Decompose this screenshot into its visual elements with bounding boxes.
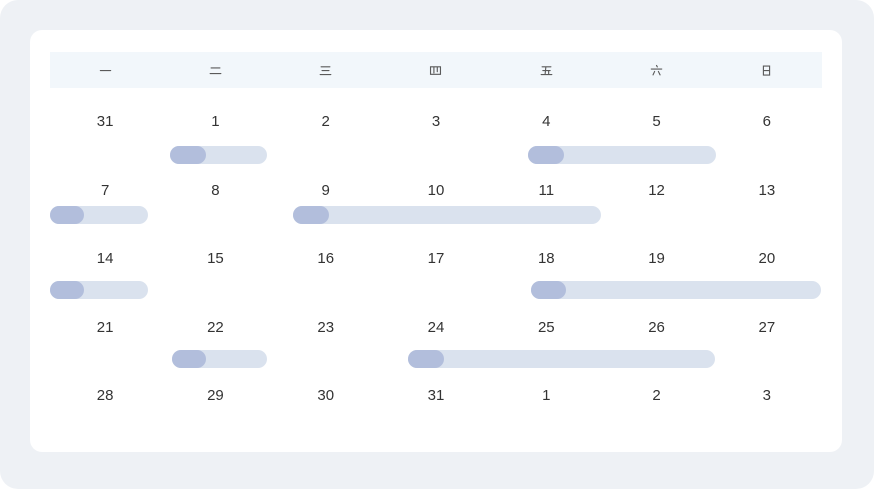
day-cell[interactable]: 31	[427, 387, 445, 404]
event-bar[interactable]	[50, 281, 148, 299]
day-cell[interactable]: 1	[542, 387, 551, 404]
weekday-mon	[50, 52, 160, 88]
day-cell[interactable]: 28	[96, 387, 114, 404]
event-bar[interactable]	[293, 206, 601, 224]
day-cell[interactable]: 23	[317, 318, 335, 336]
event-bar-head	[172, 350, 206, 368]
weekday-header-row	[50, 52, 822, 88]
weekday-sun-glyph-icon	[763, 64, 771, 76]
event-bar[interactable]	[528, 146, 716, 164]
day-cell[interactable]: 22	[207, 318, 224, 336]
day-cell[interactable]: 2	[652, 387, 661, 404]
event-bar[interactable]	[531, 281, 821, 299]
event-bar-head	[408, 350, 444, 368]
day-cell[interactable]: 30	[317, 387, 335, 404]
weekday-sat-glyph-icon	[650, 64, 663, 75]
day-cell[interactable]: 27	[758, 318, 776, 336]
day-cell[interactable]: 6	[762, 113, 772, 130]
day-cell[interactable]: 13	[758, 181, 776, 199]
weekday-thu-glyph-icon	[430, 65, 442, 75]
weekday-tue-glyph-icon	[209, 66, 222, 74]
day-cell[interactable]: 7	[100, 181, 110, 199]
event-bar-head	[50, 281, 84, 299]
day-cell[interactable]: 21	[96, 318, 114, 336]
day-cell[interactable]: 4	[542, 113, 551, 130]
day-cell[interactable]: 3	[431, 113, 441, 130]
day-cell[interactable]: 18	[537, 250, 555, 267]
event-bar[interactable]	[50, 206, 148, 224]
day-cell[interactable]: 1	[211, 113, 220, 130]
day-cell[interactable]: 20	[758, 250, 776, 267]
day-cell[interactable]: 31	[96, 113, 114, 130]
day-cell[interactable]: 3	[762, 387, 772, 404]
calendar-grid: 31 1 2 3 4 5 6 7 8 9 10 11 12 13 14 15 16 17 18 19 20 21 22 23 2…	[50, 95, 822, 438]
calendar-card: 31 1 2 3 4 5 6 7 8 9 10 11 12 13 14 15 16 17 18 19 20 21 22 23 2…	[30, 30, 842, 452]
day-cell[interactable]: 25	[537, 318, 555, 336]
weekday-sun	[712, 52, 822, 88]
day-cell[interactable]: 24	[427, 318, 445, 336]
weekday-sat	[601, 52, 711, 88]
weekday-fri	[491, 52, 601, 88]
weekday-mon-glyph-icon	[99, 69, 111, 71]
event-bar-head	[170, 146, 206, 164]
event-bar[interactable]	[408, 350, 715, 368]
day-cell[interactable]: 15	[207, 250, 224, 267]
event-bar-head	[293, 206, 329, 224]
weekday-tue	[160, 52, 270, 88]
day-cell[interactable]: 16	[317, 250, 335, 267]
day-cell[interactable]: 14	[96, 250, 114, 267]
day-cell[interactable]: 29	[207, 387, 224, 404]
day-cell[interactable]: 10	[427, 181, 445, 199]
day-cell[interactable]: 11	[538, 181, 555, 199]
event-bar-head	[50, 206, 84, 224]
weekday-wed	[271, 52, 381, 88]
day-cell[interactable]: 12	[648, 181, 665, 199]
day-cell[interactable]: 19	[648, 250, 665, 267]
day-cell[interactable]: 17	[427, 250, 445, 267]
event-bar[interactable]	[172, 350, 267, 368]
event-bar[interactable]	[170, 146, 267, 164]
day-cell[interactable]: 8	[211, 181, 220, 199]
weekday-fri-glyph-icon	[540, 65, 553, 75]
weekday-thu	[381, 52, 491, 88]
day-cell[interactable]: 5	[652, 113, 661, 130]
event-bar-head	[531, 281, 566, 299]
day-cell[interactable]: 26	[648, 318, 665, 336]
day-cell[interactable]: 2	[321, 113, 330, 130]
day-cell[interactable]: 9	[321, 181, 330, 199]
weekday-wed-glyph-icon	[319, 65, 332, 75]
event-bar-head	[528, 146, 564, 164]
